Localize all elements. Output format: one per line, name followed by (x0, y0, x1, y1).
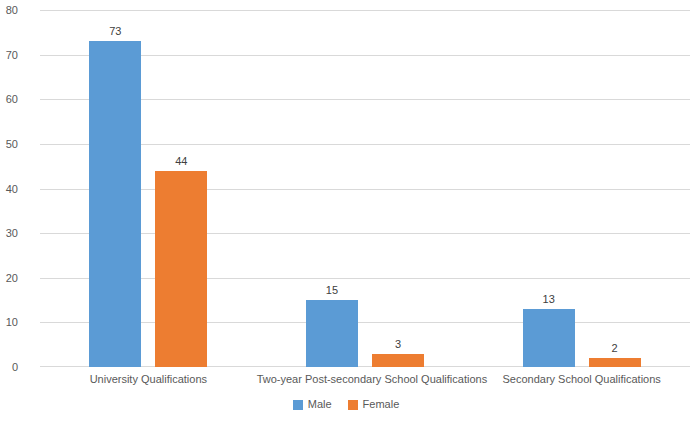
category-label: Secondary School Qualifications (473, 372, 690, 386)
legend-item-male: Male (293, 398, 332, 411)
male-bar (523, 309, 575, 367)
legend-label: Male (308, 398, 332, 411)
legend-label: Female (363, 398, 400, 411)
female-bar (155, 171, 207, 367)
legend: Male Female (0, 398, 692, 411)
legend-item-female: Female (348, 398, 400, 411)
data-label: 13 (543, 293, 555, 306)
bar-column: 44 (155, 155, 207, 367)
data-label: 44 (175, 155, 187, 168)
bar-column: 2 (589, 342, 641, 367)
y-axis-tick-label: 30 (0, 226, 18, 240)
y-axis-tick-label: 50 (0, 137, 18, 151)
data-label: 73 (109, 25, 121, 38)
legend-marker-male (293, 400, 303, 410)
bar-column: 13 (523, 293, 575, 367)
male-bar (306, 300, 358, 367)
y-axis-tick-label: 20 (0, 271, 18, 285)
data-label: 2 (612, 342, 618, 355)
female-bar (372, 354, 424, 367)
bar-chart: 0 10 20 30 40 50 60 70 80 73 44 15 3 13 2 University … (0, 0, 692, 421)
data-label: 15 (326, 284, 338, 297)
category-label: University Qualifications (40, 372, 257, 386)
legend-marker-female (348, 400, 358, 410)
y-axis-tick-label: 80 (0, 3, 18, 17)
bar-group: 15 3 (257, 10, 474, 367)
y-axis-tick-label: 0 (0, 360, 18, 374)
bar-group: 13 2 (473, 10, 690, 367)
bar-column: 73 (89, 25, 141, 367)
y-axis-tick-label: 70 (0, 48, 18, 62)
bar-column: 3 (372, 338, 424, 367)
female-bar (589, 358, 641, 367)
data-label: 3 (395, 338, 401, 351)
bar-column: 15 (306, 284, 358, 367)
bar-group: 73 44 (40, 10, 257, 367)
x-axis-labels: University QualificationsTwo-year Post-s… (40, 372, 690, 387)
y-axis-tick-label: 10 (0, 315, 18, 329)
plot-area: 73 44 15 3 13 2 (40, 10, 690, 367)
y-axis-tick-label: 60 (0, 92, 18, 106)
male-bar (89, 41, 141, 367)
y-axis-tick-label: 40 (0, 182, 18, 196)
y-axis: 01020304050607080 (0, 10, 18, 367)
category-label: Two-year Post-secondary School Qualifica… (257, 372, 474, 386)
